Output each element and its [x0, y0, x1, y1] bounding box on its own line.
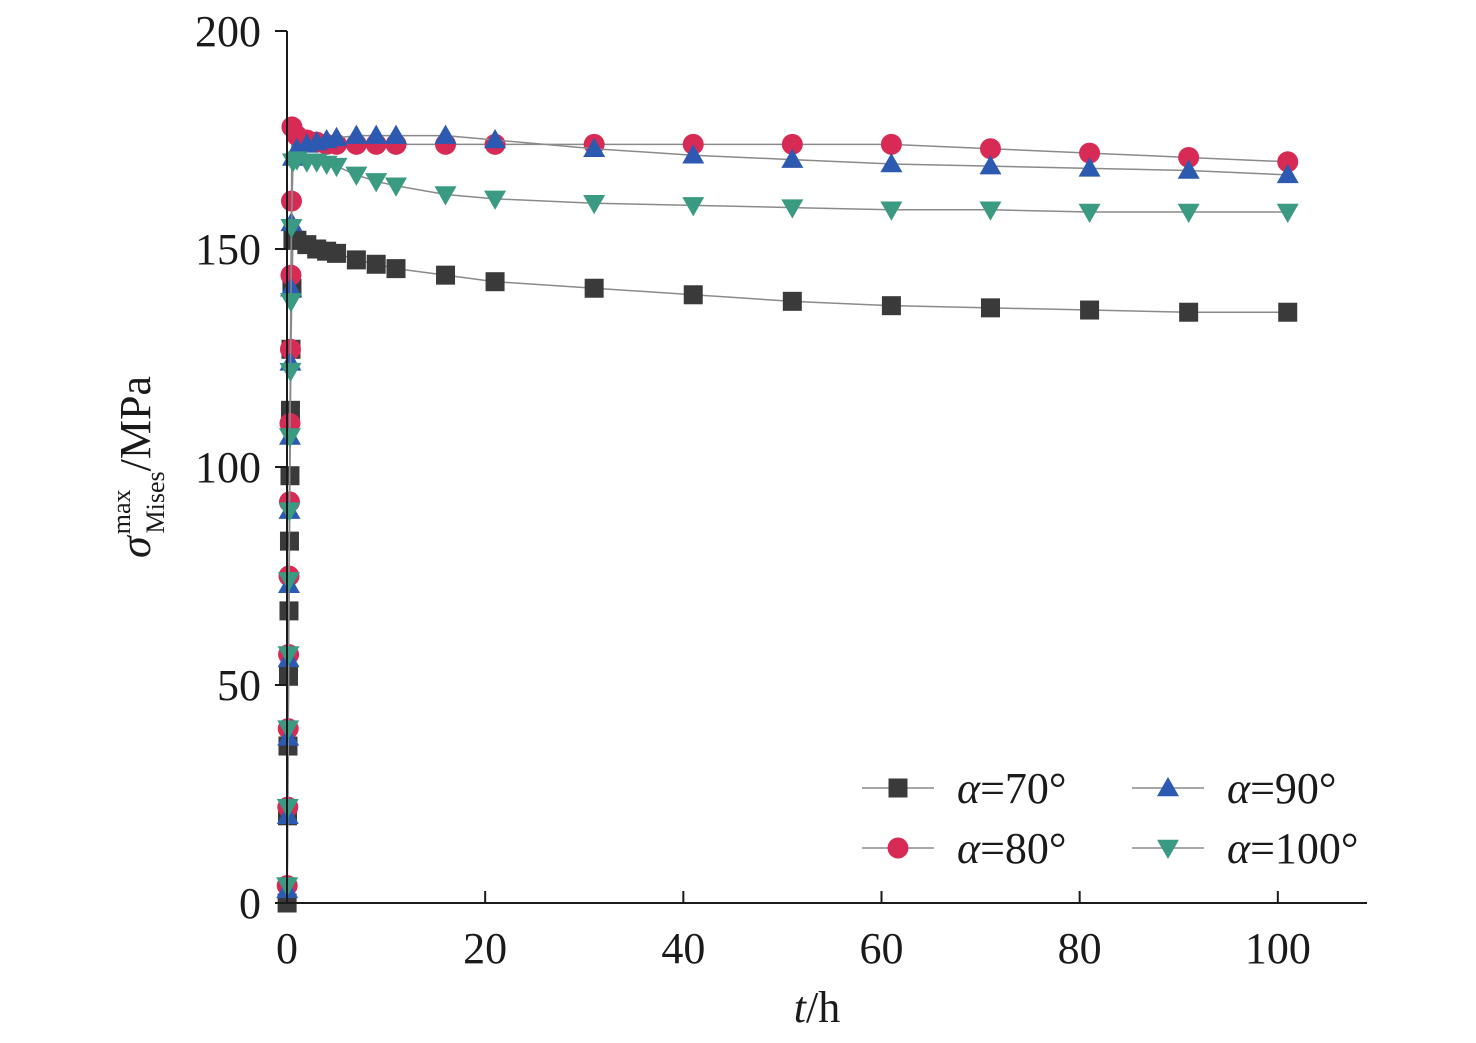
- data-point: [277, 572, 300, 592]
- data-point: [1078, 157, 1101, 177]
- data-point: [277, 646, 300, 666]
- data-point: [386, 259, 406, 279]
- data-point: [434, 124, 457, 144]
- plot-area: [276, 116, 1299, 913]
- data-point: [485, 272, 505, 292]
- data-point: [1276, 203, 1299, 223]
- legend-entry: α=70°: [862, 764, 1067, 813]
- legend-marker: [1157, 839, 1179, 859]
- y-tick-label: 100: [195, 443, 261, 492]
- x-tick-label: 20: [463, 924, 507, 973]
- data-point: [1079, 142, 1101, 164]
- legend-entry: α=90°: [1132, 764, 1337, 813]
- data-point: [1276, 163, 1299, 184]
- data-point: [979, 138, 1001, 160]
- x-tick-label: 100: [1245, 924, 1311, 973]
- data-point: [365, 173, 388, 193]
- data-point: [277, 720, 300, 740]
- series-3: [276, 151, 1299, 897]
- data-point: [1177, 159, 1200, 179]
- data-point: [583, 137, 606, 157]
- data-point: [278, 502, 301, 522]
- data-point: [1080, 300, 1100, 320]
- y-axis-label: σmax Mises/MPa: [107, 376, 170, 558]
- legend-label: α=90°: [1227, 764, 1337, 813]
- legend-marker: [1157, 777, 1179, 797]
- data-point: [484, 129, 507, 149]
- data-point: [781, 148, 804, 168]
- data-point: [384, 124, 407, 144]
- data-point: [682, 197, 705, 217]
- x-tick-label: 60: [859, 924, 903, 973]
- data-point: [484, 190, 507, 210]
- data-point: [345, 124, 368, 144]
- data-point: [980, 298, 1000, 318]
- legend: α=70° α=80° α=90° α=100°: [862, 764, 1359, 873]
- series-line: [286, 124, 1288, 886]
- y-tick-label: 0: [239, 879, 261, 928]
- data-point: [1177, 203, 1200, 223]
- axes: 0 50 100 150 200 0 20 40 60 80 100: [195, 7, 1367, 973]
- data-point: [880, 133, 902, 155]
- legend-label: α=80°: [957, 824, 1067, 873]
- series-2: [276, 124, 1299, 899]
- data-point: [781, 199, 804, 219]
- x-tick-label: 0: [276, 924, 298, 973]
- data-point: [279, 362, 302, 383]
- legend-entry: α=80°: [862, 824, 1067, 873]
- data-point: [436, 265, 456, 285]
- data-point: [979, 155, 1002, 175]
- data-point: [782, 291, 802, 311]
- legend-marker: [887, 837, 909, 859]
- data-point: [781, 133, 803, 155]
- y-tick-label: 50: [217, 661, 261, 710]
- data-point: [366, 254, 386, 274]
- data-point: [325, 126, 348, 147]
- data-point: [583, 194, 606, 215]
- data-point: [280, 218, 303, 239]
- data-point: [434, 186, 457, 206]
- data-point: [584, 278, 604, 298]
- y-tick-label: 150: [195, 225, 261, 274]
- x-axis-label: t/h: [794, 983, 840, 1032]
- data-point: [384, 177, 407, 197]
- data-point: [682, 144, 705, 164]
- data-point: [1179, 302, 1199, 322]
- series-line: [286, 239, 1288, 904]
- legend-marker: [888, 778, 908, 798]
- x-tick-label: 80: [1058, 924, 1102, 973]
- data-point: [1078, 203, 1101, 223]
- series-1: [276, 116, 1299, 897]
- x-tick-label: 40: [661, 924, 705, 973]
- data-point: [1277, 151, 1299, 173]
- data-point: [881, 296, 901, 316]
- data-point: [1278, 302, 1298, 322]
- legend-label: α=70°: [957, 764, 1067, 813]
- data-point: [345, 166, 368, 186]
- y-tick-label: 200: [195, 7, 261, 56]
- data-point: [325, 157, 348, 178]
- legend-entry: α=100°: [1132, 824, 1359, 873]
- data-point: [880, 152, 903, 173]
- legend-label: α=100°: [1227, 824, 1359, 873]
- data-point: [979, 201, 1002, 221]
- data-point: [346, 250, 366, 270]
- series-0: [277, 230, 1298, 913]
- data-point: [880, 201, 903, 221]
- data-point: [1178, 146, 1200, 168]
- data-point: [365, 124, 388, 144]
- data-point: [683, 285, 703, 305]
- data-point: [279, 293, 302, 313]
- data-point: [278, 428, 301, 448]
- data-point: [327, 243, 347, 263]
- series-line: [286, 134, 1288, 890]
